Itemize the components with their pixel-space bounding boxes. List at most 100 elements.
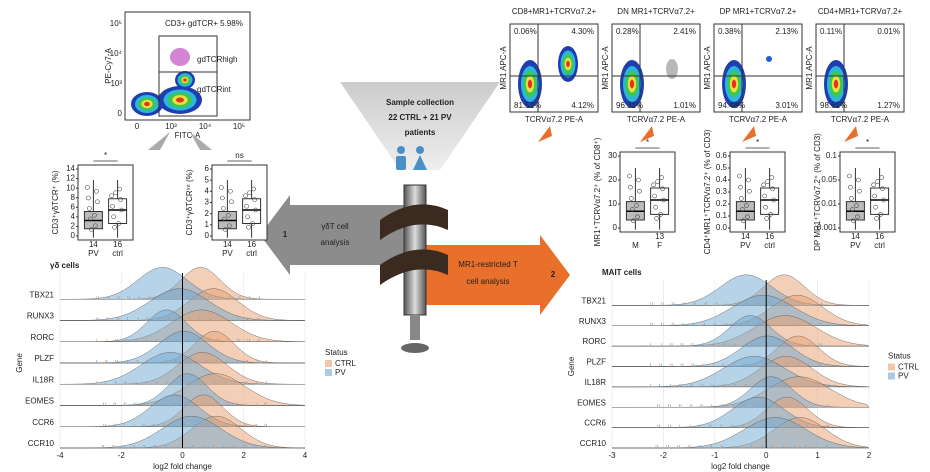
- legend-title: Status: [888, 352, 911, 361]
- y-axis-label: CD3⁺γδTCRⁱⁿᵗ (%): [185, 169, 194, 235]
- n-label: 16: [113, 240, 122, 249]
- left-arrow-number: 1: [283, 230, 288, 239]
- syringe-base: [401, 343, 429, 353]
- legend-label: PV: [898, 372, 909, 381]
- quadrant-label: 0.06%: [514, 27, 537, 36]
- n-label: 13: [655, 232, 664, 241]
- y-tick-label: 10⁵: [110, 19, 122, 28]
- flow-density: [766, 56, 772, 62]
- syringe-plunger: [410, 315, 420, 340]
- y-tick-label: 0.0: [716, 223, 728, 232]
- y-tick-label: 0.01: [821, 199, 837, 208]
- gene-label: CCR10: [580, 439, 607, 448]
- quadrant-label: 0.28%: [616, 27, 639, 36]
- x-tick-label: -2: [118, 451, 126, 460]
- gene-label: TBX21: [582, 296, 607, 305]
- y-tick-label: 0.1: [826, 151, 838, 160]
- sig-label: *: [756, 138, 759, 147]
- gene-label: PLZF: [586, 358, 606, 367]
- y-tick-label: 2: [205, 209, 210, 218]
- flow-title: CD4+MR1+TCRVα7.2+: [818, 7, 903, 16]
- sig-label: *: [104, 151, 107, 160]
- y-axis-label: Gene: [567, 356, 576, 376]
- flow-density: [176, 97, 184, 102]
- y-tick-label: 8: [71, 193, 76, 202]
- n-label: 14: [851, 232, 860, 241]
- x-tick-label: 2: [867, 451, 872, 460]
- y-tick-label: 4: [205, 186, 210, 195]
- x-tick-label: M: [632, 241, 639, 250]
- gate-label: gdTCRint: [197, 85, 232, 94]
- gene-label: TBX21: [30, 290, 55, 299]
- y-tick-label: 0.6: [716, 151, 728, 160]
- x-tick-label: F: [657, 241, 662, 250]
- n-label: 14: [741, 232, 750, 241]
- y-axis-label: CD4⁺MR1⁺TCRVα7.2⁺ (% of CD3): [703, 129, 712, 254]
- gate-label: CD3+ gdTCR+ 5.98%: [165, 19, 243, 28]
- legend-swatch: [888, 373, 895, 380]
- y-tick-label: 1: [205, 220, 210, 229]
- panel-arrow: [538, 126, 552, 142]
- y-tick-label: 10: [66, 183, 75, 192]
- right-arrow-number: 2: [551, 270, 556, 279]
- gene-label: EOMES: [577, 398, 606, 407]
- x-axis-label: TCRVα7.2 PE-A: [525, 115, 584, 124]
- legend-swatch: [888, 364, 895, 371]
- x-tick-label: PV: [850, 241, 861, 250]
- x-tick-label: 4: [303, 451, 308, 460]
- box: [243, 199, 261, 224]
- left-arrow-label: γδT cell: [321, 222, 349, 231]
- panel-arrow: [844, 126, 858, 142]
- x-tick-label: -2: [660, 451, 668, 460]
- left-arrow-label: analysis: [321, 238, 350, 247]
- center-subtitle: 22 CTRL + 21 PV: [388, 113, 452, 122]
- x-tick-label: 2: [242, 451, 247, 460]
- quadrant-label: 2.41%: [673, 27, 696, 36]
- ridge-title: γδ cells: [50, 261, 80, 270]
- legend-label: CTRL: [335, 359, 356, 368]
- x-tick-label: 0: [180, 451, 185, 460]
- legend-label: CTRL: [898, 363, 919, 372]
- y-tick-label: 30: [608, 151, 617, 160]
- y-tick-label: 6: [205, 164, 210, 173]
- quadrant-label: 1.27%: [877, 101, 900, 110]
- y-tick-label: 3: [205, 198, 210, 207]
- x-axis-label: log2 fold change: [711, 462, 770, 471]
- x-axis-label: TCRVα7.2 PE-A: [831, 115, 890, 124]
- quadrant-label: 81.51%: [514, 101, 541, 110]
- quadrant-label: 94.48%: [718, 101, 745, 110]
- y-tick-label: 0.3: [716, 187, 728, 196]
- x-tick-label: -3: [608, 451, 616, 460]
- x-tick-label: 10⁵: [233, 122, 245, 131]
- center-subtitle: patients: [405, 128, 436, 137]
- sig-label: *: [866, 138, 869, 147]
- right-arrow: [410, 235, 570, 315]
- x-tick-label: -1: [711, 451, 719, 460]
- flow-density: [732, 80, 736, 89]
- y-axis-label: MR1 APC-A: [703, 46, 712, 90]
- x-tick-label: 0: [135, 122, 140, 131]
- n-label: 14: [89, 240, 98, 249]
- y-tick-label: 0: [613, 223, 618, 232]
- x-tick-label: PV: [88, 249, 99, 258]
- quadrant-label: 2.13%: [775, 27, 798, 36]
- gene-label: RORC: [30, 333, 54, 342]
- y-axis-label: DP MR1⁺TCRVα7.2⁺ (% of CD3): [813, 133, 822, 251]
- ridge-density: [612, 275, 869, 306]
- n-label: 16: [765, 232, 774, 241]
- legend-swatch: [325, 369, 332, 376]
- y-tick-label: 5: [205, 175, 210, 184]
- n-label: 16: [247, 240, 256, 249]
- y-tick-label: 0: [71, 231, 76, 240]
- y-tick-label: 0: [118, 109, 123, 118]
- flow-title: DP MR1+TCRVα7.2+: [720, 7, 797, 16]
- y-tick-label: 0.5: [716, 163, 728, 172]
- y-tick-label: 10: [608, 199, 617, 208]
- x-axis-label: TCRVα7.2 PE-A: [627, 115, 686, 124]
- y-tick-label: 0: [205, 231, 210, 240]
- y-tick-label: 20: [608, 175, 617, 184]
- quadrant-label: 96.31%: [616, 101, 643, 110]
- flow-density: [144, 102, 150, 106]
- flow-title: CD8+MR1+TCRVα7.2+: [512, 7, 597, 16]
- quadrant-label: 0.11%: [820, 27, 842, 36]
